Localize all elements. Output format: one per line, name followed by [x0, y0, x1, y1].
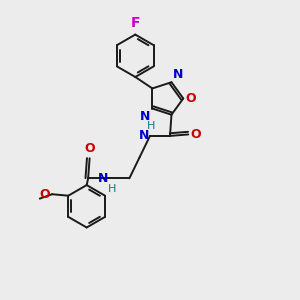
- Text: N: N: [138, 129, 149, 142]
- Text: N: N: [140, 110, 150, 123]
- Text: H: H: [108, 184, 116, 194]
- Text: F: F: [130, 16, 140, 30]
- Text: N: N: [172, 68, 183, 81]
- Text: O: O: [40, 188, 50, 201]
- Text: O: O: [190, 128, 201, 141]
- Text: N: N: [98, 172, 108, 185]
- Text: O: O: [185, 92, 196, 105]
- Text: H: H: [147, 121, 156, 130]
- Text: O: O: [84, 142, 95, 155]
